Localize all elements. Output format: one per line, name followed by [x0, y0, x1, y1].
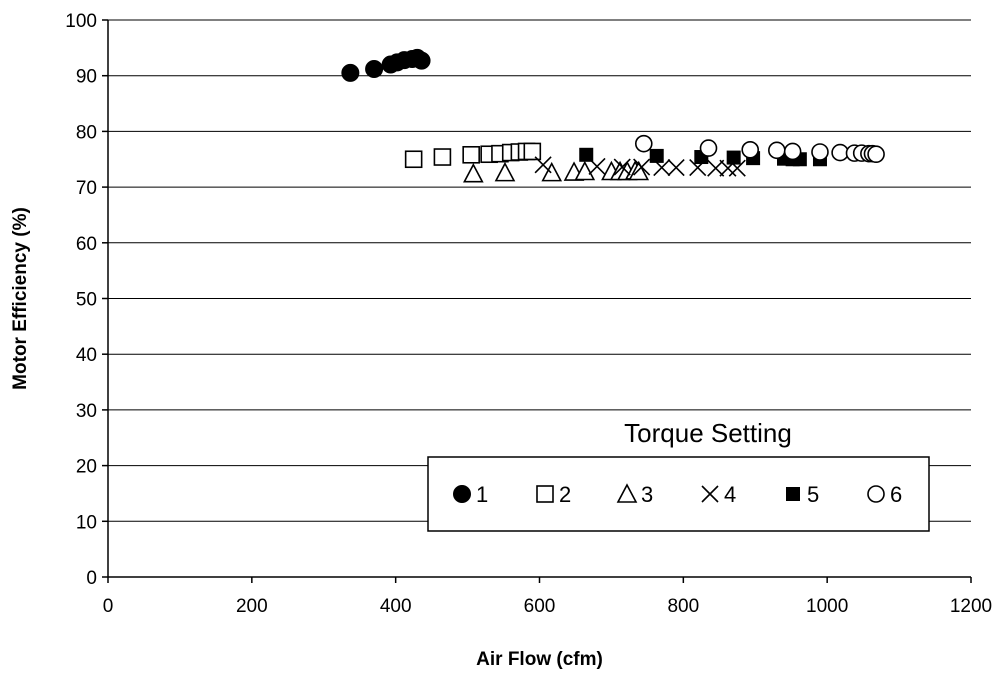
- x-tick-label: 0: [103, 596, 114, 617]
- legend-marker-5: [786, 487, 800, 501]
- y-tick-label: 80: [76, 122, 97, 143]
- data-point-series-5: [726, 150, 741, 165]
- legend-box: [427, 456, 930, 532]
- series-3: [463, 160, 650, 183]
- data-point-series-4: [633, 158, 651, 176]
- legend-label-4: 4: [724, 482, 736, 507]
- data-point-series-3: [541, 161, 563, 182]
- y-tick-label: 50: [76, 290, 97, 311]
- legend-title: Torque Setting: [624, 418, 792, 448]
- series-6: [634, 134, 885, 164]
- y-axis-title: Motor Efficiency (%): [10, 207, 31, 390]
- series-1: [341, 48, 431, 82]
- data-point-series-2: [523, 142, 542, 161]
- data-point-series-5: [649, 148, 664, 163]
- legend-label-1: 1: [476, 482, 488, 507]
- data-point-series-3: [574, 160, 596, 181]
- legend-label-6: 6: [890, 482, 902, 507]
- legend-label-5: 5: [807, 482, 819, 507]
- x-tick-label: 400: [380, 596, 412, 617]
- series-5: [579, 147, 827, 167]
- legend-item-6: 6: [867, 482, 902, 507]
- data-point-series-6: [867, 145, 885, 164]
- legend-items: 1 2 3 4 5 6: [453, 482, 902, 507]
- legend-marker-4: [701, 485, 719, 503]
- data-point-series-3: [463, 163, 484, 183]
- legend-item-1: 1: [453, 482, 488, 507]
- x-tick-label: 1000: [806, 596, 848, 617]
- legend-item-2: 2: [536, 482, 571, 507]
- legend-marker-1: [453, 485, 471, 503]
- y-tick-label: 90: [76, 67, 97, 88]
- data-point-series-6: [783, 142, 802, 161]
- y-tick-label: 0: [86, 568, 97, 589]
- data-point-series-3: [494, 161, 516, 182]
- data-point-series-6: [811, 143, 829, 161]
- legend-marker-2: [536, 485, 554, 503]
- data-point-series-5: [579, 147, 594, 162]
- y-tick-label: 40: [76, 345, 97, 366]
- data-point-series-1: [365, 60, 384, 79]
- y-tick-label: 70: [76, 178, 97, 199]
- data-point-series-6: [699, 139, 718, 157]
- data-point-series-4: [534, 156, 552, 174]
- gridlines: [108, 19, 971, 522]
- data-point-series-2: [462, 145, 480, 164]
- legend-label-3: 3: [641, 482, 653, 507]
- data-point-series-2: [404, 150, 423, 169]
- legend-item-5: 5: [786, 482, 819, 507]
- y-tick-label: 100: [65, 11, 97, 32]
- data-point-series-6: [831, 143, 849, 162]
- series-2: [404, 142, 542, 169]
- x-tick-label: 1200: [950, 596, 992, 617]
- tick-marks: [102, 19, 972, 583]
- x-tick-label: 200: [236, 596, 268, 617]
- legend-marker-3: [616, 483, 638, 503]
- legend-label-2: 2: [559, 482, 571, 507]
- x-tick-label: 800: [667, 596, 699, 617]
- data-point-series-2: [433, 148, 452, 166]
- x-tick-label: 600: [524, 596, 556, 617]
- data-point-series-4: [707, 159, 725, 177]
- data-point-series-4: [613, 158, 631, 176]
- data-point-series-6: [768, 141, 786, 160]
- y-tick-label: 30: [76, 401, 97, 422]
- legend-item-3: 3: [616, 482, 653, 507]
- data-point-series-6: [741, 140, 760, 159]
- legend-item-4: 4: [701, 482, 736, 507]
- y-tick-label: 10: [76, 512, 97, 533]
- legend: Torque Setting 1 2 3 4 5 6: [427, 418, 930, 532]
- x-axis-title: Air Flow (cfm): [476, 649, 603, 670]
- y-tick-label: 20: [76, 457, 97, 478]
- data-point-series-6: [634, 134, 653, 153]
- data-point-series-4: [667, 159, 685, 177]
- data-point-series-1: [341, 63, 360, 82]
- y-tick-label: 60: [76, 234, 97, 255]
- legend-marker-6: [867, 485, 885, 503]
- data-points: [341, 48, 885, 183]
- data-point-series-1: [412, 51, 431, 70]
